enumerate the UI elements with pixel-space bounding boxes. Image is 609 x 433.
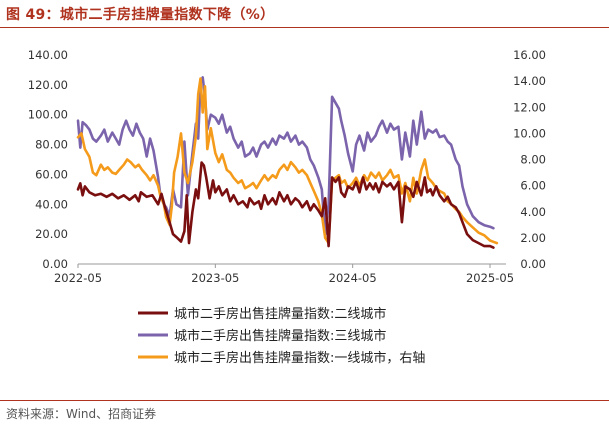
axes: 0.00 20.00 40.00 60.00 80.00 100.00 120.00 140.… xyxy=(28,48,546,285)
series-lines xyxy=(76,76,499,249)
series-line-1 xyxy=(76,161,495,249)
y-right-tick-label: 8.00 xyxy=(520,153,546,167)
x-tick-label: 2024-05 xyxy=(329,271,377,285)
y-left-tick-label: 100.00 xyxy=(28,108,68,122)
legend: 城市二手房出售挂牌量指数:二线城市城市二手房出售挂牌量指数:三线城市城市二手房出… xyxy=(138,306,425,366)
y-left-tick-label: 0.00 xyxy=(42,257,68,271)
y-right-tick-label: 10.00 xyxy=(513,126,546,140)
y-left-tick-label: 60.00 xyxy=(35,167,68,181)
series-line-3 xyxy=(76,77,499,245)
x-tick-label: 2022-05 xyxy=(54,271,102,285)
top-rule xyxy=(0,27,609,28)
x-tick-label: 2023-05 xyxy=(191,271,239,285)
y-left-tick-label: 120.00 xyxy=(28,78,68,92)
legend-label: 城市二手房出售挂牌量指数:一线城市，右轴 xyxy=(174,350,425,366)
bottom-rule xyxy=(0,400,609,401)
y-right-tick-label: 2.00 xyxy=(520,231,546,245)
legend-label: 城市二手房出售挂牌量指数:三线城市 xyxy=(174,328,386,344)
series-line-2 xyxy=(76,76,495,236)
y-right-tick-label: 12.00 xyxy=(513,100,546,114)
chart-title: 图 49：城市二手房挂牌量指数下降（%） xyxy=(6,7,275,23)
y-left-tick-label: 140.00 xyxy=(28,48,68,62)
y-right-tick-label: 6.00 xyxy=(520,179,546,193)
y-right-tick-label: 14.00 xyxy=(513,74,546,88)
source-note: 资料来源：Wind、招商证券 xyxy=(6,407,157,421)
legend-label: 城市二手房出售挂牌量指数:二线城市 xyxy=(174,306,386,322)
y-left-tick-label: 20.00 xyxy=(35,227,68,241)
y-left-tick-label: 80.00 xyxy=(35,138,68,152)
y-right-tick-label: 0.00 xyxy=(520,257,546,271)
y-left-tick-label: 40.00 xyxy=(35,197,68,211)
y-right-tick-label: 4.00 xyxy=(520,205,546,219)
y-right-tick-label: 16.00 xyxy=(513,48,546,62)
x-tick-label: 2025-05 xyxy=(466,271,514,285)
